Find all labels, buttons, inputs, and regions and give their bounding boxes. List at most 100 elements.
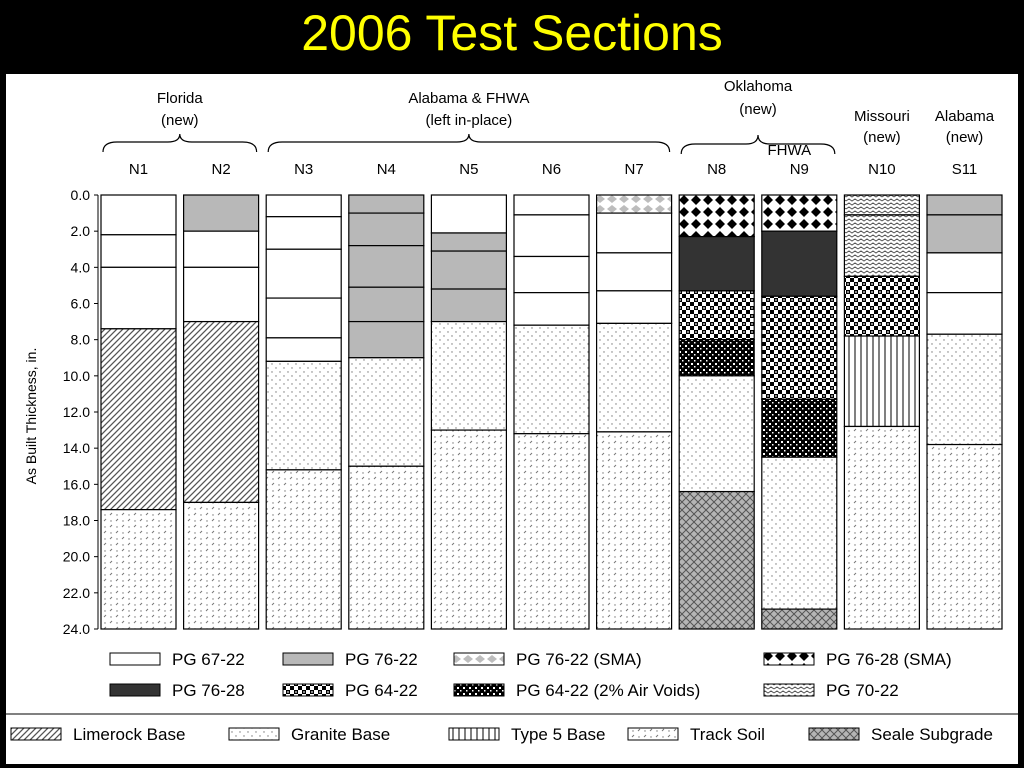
layer-n4-6 [348, 357, 425, 467]
layer-n6-5 [513, 324, 590, 435]
layer-n6-1 [513, 194, 590, 216]
layer-n3-2 [265, 216, 342, 250]
layer-n2-5 [183, 501, 260, 630]
layer-s11-4 [926, 292, 1003, 335]
y-tick-label: 10.0 [63, 368, 90, 384]
legend-item-seale: Seale Subgrade [808, 725, 993, 744]
category-label: N2 [212, 161, 231, 178]
category-label: S11 [952, 161, 978, 178]
bars [100, 194, 1003, 630]
legend-label: Limerock Base [73, 725, 185, 744]
layer-s11-3 [926, 252, 1003, 294]
category-label: N1 [129, 161, 148, 178]
layer-n9-2 [761, 230, 838, 297]
layer-s11-5 [926, 333, 1003, 446]
bar-n4 [348, 194, 425, 630]
legend-swatch [282, 652, 334, 666]
group-label: (new) [739, 101, 777, 118]
category-label: N6 [542, 161, 561, 178]
layer-n2-2 [183, 230, 260, 268]
legend-swatch [282, 683, 334, 697]
bar-n6 [513, 194, 590, 630]
y-tick-label: 22.0 [63, 585, 90, 601]
layer-n10-1 [843, 194, 921, 216]
layer-n8-2 [678, 235, 755, 292]
legend-label: PG 64-22 [345, 681, 418, 700]
legend-item-tracksoil: Track Soil [627, 725, 765, 744]
legend-swatch [763, 683, 815, 697]
legend-label: PG 64-22 (2% Air Voids) [516, 681, 700, 700]
group-label: (left in-place) [426, 112, 513, 129]
layer-n3-1 [265, 194, 342, 218]
layer-n7-6 [595, 431, 673, 630]
legend-item-granite: Granite Base [228, 725, 390, 744]
y-axis: As Built Thickness, in. 0.0 2.0 4.0 6.0 8.0 1… [23, 187, 99, 637]
legend-swatch [448, 727, 500, 741]
layer-n4-5 [348, 320, 425, 359]
layer-n3-4 [265, 297, 342, 339]
layer-n4-2 [348, 212, 425, 247]
legend-swatch [453, 652, 505, 666]
legend-swatch [109, 652, 161, 666]
legend-label: PG 76-28 (SMA) [826, 650, 952, 669]
layer-s11-6 [926, 443, 1003, 630]
layer-n4-7 [348, 465, 425, 630]
legend-swatch [763, 652, 815, 666]
layer-n9-4 [761, 398, 838, 458]
legend-label: PG 76-22 [345, 650, 418, 669]
layer-n3-5 [265, 337, 342, 362]
layer-n8-1 [678, 194, 755, 238]
layer-n2-4 [183, 320, 260, 504]
legend-swatch [453, 683, 505, 697]
legend-swatch [228, 727, 280, 741]
legend-item-pg7622: PG 76-22 [282, 650, 418, 669]
layer-n4-4 [348, 286, 425, 323]
legend-item-pg7022: PG 70-22 [763, 681, 899, 700]
legend-item-pg7628: PG 76-28 [109, 681, 245, 700]
group-label: FHWA [767, 142, 811, 159]
layer-n3-6 [265, 360, 342, 471]
group-brace [680, 134, 836, 155]
layer-n1-2 [100, 234, 177, 268]
legend-item-pg6722: PG 67-22 [109, 650, 245, 669]
category-label: N3 [294, 161, 313, 178]
legend-item-type5: Type 5 Base [448, 725, 606, 744]
y-tick-label: 14.0 [63, 440, 90, 456]
stacked-bar-chart: Florida (new) Alabama & FHWA (left in-place… [6, 78, 1018, 744]
legend-label: PG 67-22 [172, 650, 245, 669]
group-label: Alabama [935, 108, 995, 125]
legend-item-pg7628sma: PG 76-28 (SMA) [763, 650, 952, 669]
category-label: N5 [459, 161, 478, 178]
layer-n7-4 [595, 290, 673, 324]
layer-n1-4 [100, 328, 177, 511]
y-tick-label: 12.0 [63, 404, 90, 420]
group-label: (new) [863, 129, 901, 146]
y-tick-label: 20.0 [63, 549, 90, 565]
layer-n3-3 [265, 248, 342, 299]
layer-n5-5 [430, 320, 507, 431]
legend-label: PG 76-22 (SMA) [516, 650, 642, 669]
legend-swatch [627, 727, 679, 741]
layer-n5-4 [430, 288, 507, 323]
y-axis-title: As Built Thickness, in. [23, 348, 39, 485]
bar-n5 [430, 194, 507, 630]
layer-n6-2 [513, 214, 590, 258]
layer-n10-5 [843, 425, 921, 630]
layer-n4-3 [348, 245, 425, 288]
group-labels: Florida (new) Alabama & FHWA (left in-place… [102, 78, 995, 159]
y-tick-label: 4.0 [71, 259, 91, 275]
y-tick-label: 18.0 [63, 513, 90, 529]
layer-n9-1 [761, 194, 838, 232]
legend-item-pg6422: PG 64-22 [282, 681, 418, 700]
layer-n7-2 [595, 212, 673, 254]
layer-n5-1 [430, 194, 507, 234]
layer-n5-6 [430, 429, 507, 630]
layer-n2-1 [183, 194, 260, 232]
layer-n4-1 [348, 194, 425, 214]
layer-s11-1 [926, 194, 1003, 216]
layer-n1-1 [100, 194, 177, 236]
category-label: N10 [868, 161, 896, 178]
group-brace [102, 133, 258, 153]
legend-label: PG 76-28 [172, 681, 245, 700]
y-tick-label: 24.0 [63, 621, 90, 637]
